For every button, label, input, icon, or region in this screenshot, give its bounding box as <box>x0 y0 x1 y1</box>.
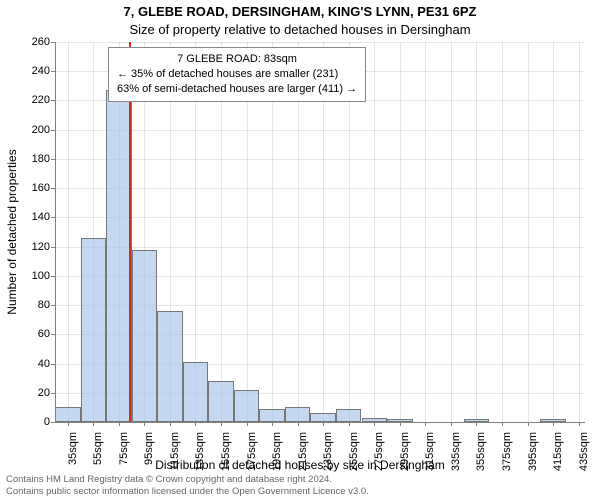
x-tick-label: 295sqm <box>399 432 411 482</box>
footer-line-2: Contains public sector information licen… <box>6 486 369 498</box>
histogram-bar <box>183 362 209 422</box>
gridline-v <box>451 42 452 422</box>
histogram-bar <box>259 409 285 422</box>
gridline-v <box>553 42 554 422</box>
y-tick-label: 80 <box>10 299 50 311</box>
histogram-bar <box>310 413 336 422</box>
y-tick-label: 220 <box>10 94 50 106</box>
gridline-h <box>55 188 585 189</box>
x-tick-label: 435sqm <box>578 432 590 482</box>
legend-line-2: ← 35% of detached houses are smaller (23… <box>117 67 357 82</box>
chart-subtitle: Size of property relative to detached ho… <box>0 22 600 37</box>
x-tick-label: 395sqm <box>527 432 539 482</box>
x-tick-label: 335sqm <box>450 432 462 482</box>
gridline-v <box>579 42 580 422</box>
y-tick-label: 0 <box>10 416 50 428</box>
y-tick-label: 200 <box>10 124 50 136</box>
gridline-h <box>55 159 585 160</box>
histogram-bar <box>208 381 234 422</box>
y-tick-label: 120 <box>10 241 50 253</box>
histogram-bar <box>132 250 158 422</box>
x-tick-label: 275sqm <box>373 432 385 482</box>
gridline-h <box>55 130 585 131</box>
gridline-v <box>502 42 503 422</box>
y-tick-label: 20 <box>10 387 50 399</box>
x-tick-label: 315sqm <box>424 432 436 482</box>
x-axis-line <box>55 422 585 423</box>
gridline-h <box>55 247 585 248</box>
x-axis-label: Distribution of detached houses by size … <box>0 458 600 472</box>
gridline-v <box>528 42 529 422</box>
gridline-v <box>68 42 69 422</box>
footer-attribution: Contains HM Land Registry data © Crown c… <box>6 474 369 498</box>
y-tick-label: 260 <box>10 36 50 48</box>
histogram-bar <box>234 390 260 422</box>
gridline-h <box>55 42 585 43</box>
histogram-bar <box>106 90 132 422</box>
x-tick-label: 355sqm <box>475 432 487 482</box>
y-axis-label: Number of detached properties <box>5 149 19 314</box>
y-axis-line <box>55 42 56 422</box>
y-tick-label: 100 <box>10 270 50 282</box>
y-tick-label: 40 <box>10 358 50 370</box>
x-tick-label: 415sqm <box>552 432 564 482</box>
histogram-bar <box>81 238 107 422</box>
gridline-h <box>55 217 585 218</box>
gridline-v <box>476 42 477 422</box>
footer-line-1: Contains HM Land Registry data © Crown c… <box>6 474 369 486</box>
legend-line-1: 7 GLEBE ROAD: 83sqm <box>117 52 357 67</box>
gridline-v <box>374 42 375 422</box>
legend-box: 7 GLEBE ROAD: 83sqm ← 35% of detached ho… <box>108 47 366 102</box>
histogram-bar <box>285 407 311 422</box>
histogram-bar <box>336 409 362 422</box>
gridline-v <box>400 42 401 422</box>
chart-container: 7, GLEBE ROAD, DERSINGHAM, KING'S LYNN, … <box>0 0 600 500</box>
gridline-v <box>425 42 426 422</box>
chart-title: 7, GLEBE ROAD, DERSINGHAM, KING'S LYNN, … <box>0 4 600 19</box>
y-tick-label: 180 <box>10 153 50 165</box>
y-tick-label: 240 <box>10 65 50 77</box>
y-tick-label: 160 <box>10 182 50 194</box>
histogram-bar <box>55 407 81 422</box>
y-tick-label: 60 <box>10 328 50 340</box>
x-tick-label: 375sqm <box>501 432 513 482</box>
legend-line-3: 63% of semi-detached houses are larger (… <box>117 82 357 97</box>
y-tick-label: 140 <box>10 211 50 223</box>
histogram-bar <box>157 311 183 422</box>
